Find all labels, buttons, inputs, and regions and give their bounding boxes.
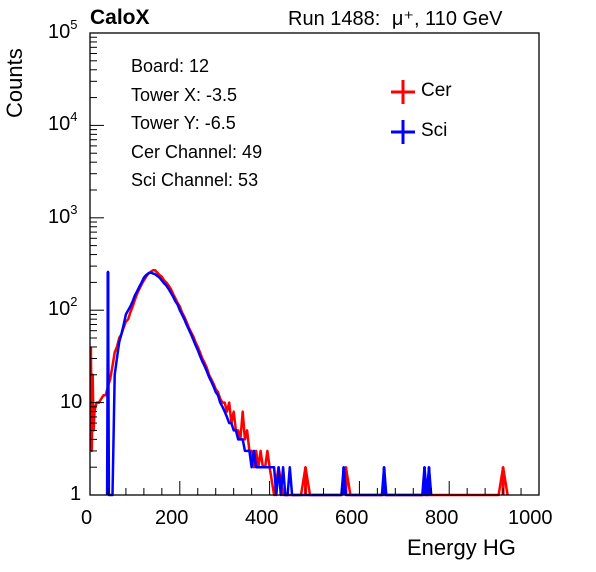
series-layer [89, 269, 509, 497]
info-cer-channel: Cer Channel: 49 [131, 141, 263, 162]
y-tick-exponent: 5 [70, 17, 78, 32]
y-tick-label: 105 [48, 17, 77, 44]
info-box: Board: 12 Tower X: -3.5 Tower Y: -6.5 Ce… [131, 52, 262, 195]
y-tick-label: 102 [48, 294, 77, 321]
x-tick-label: 400 [245, 507, 279, 529]
x-tick-label: 1000 [508, 507, 553, 529]
y-tick-base: 10 [48, 113, 71, 135]
y-tick-base: 10 [60, 391, 83, 413]
info-board: Board: 12 [131, 56, 210, 76]
experiment-label: CaloX [90, 6, 150, 29]
y-tick-exponent: 3 [70, 202, 78, 217]
info-sci-channel: Sci Channel: 53 [131, 170, 259, 190]
y-tick-label: 104 [48, 109, 77, 136]
y-tick-base: 1 [70, 483, 82, 505]
x-tick-label: 0 [81, 507, 93, 529]
plot-frame [89, 32, 540, 496]
y-tick-label: 1 [70, 483, 81, 506]
x-tick-label: 800 [425, 507, 459, 529]
y-tick-base: 10 [48, 206, 71, 228]
x-tick-label: 200 [155, 507, 189, 529]
y-tick-base: 10 [48, 298, 71, 320]
legend-sci-label: Sci [421, 120, 448, 141]
run-number: Run 1488: [288, 8, 381, 30]
legend [391, 80, 415, 144]
tick-layer [89, 32, 540, 496]
x-tick-label: 600 [335, 507, 369, 529]
run-label: Run 1488: μ⁺, 110 GeV [288, 6, 503, 31]
info-tower-x: Tower X: -3.5 [131, 84, 238, 105]
y-tick-exponent: 2 [70, 294, 78, 309]
y-tick-base: 10 [48, 21, 71, 43]
x-axis-title: Energy HG [407, 535, 516, 560]
info-tower-y: Tower Y: -6.5 [131, 113, 236, 133]
y-tick-exponent: 4 [70, 109, 78, 124]
legend-cer-label: Cer [421, 80, 452, 101]
y-axis-title: Counts [2, 48, 27, 118]
y-tick-label: 103 [48, 202, 77, 229]
y-tick-label: 10 [60, 391, 82, 414]
beam-info: μ⁺, 110 GeV [391, 8, 503, 30]
